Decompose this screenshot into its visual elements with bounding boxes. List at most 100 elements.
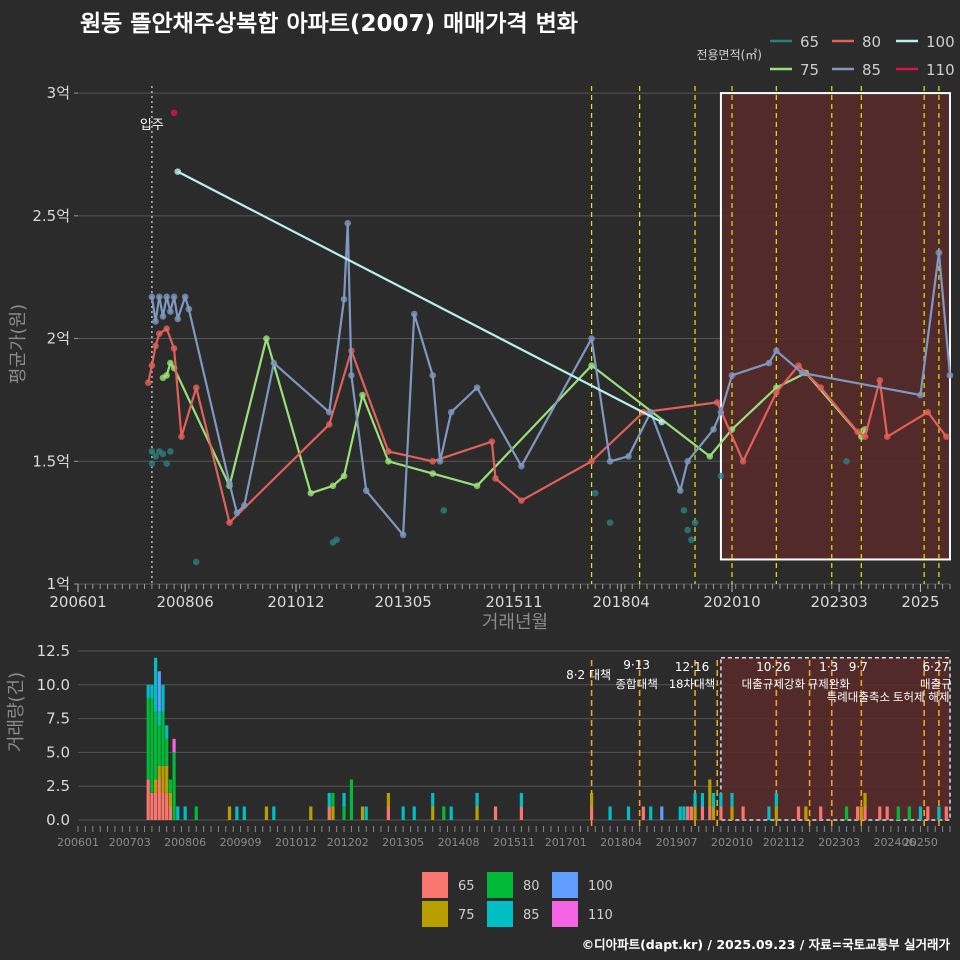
highlight-range bbox=[719, 92, 952, 561]
series-line-100 bbox=[177, 170, 663, 423]
volume-y-tick-label: 12.5 bbox=[37, 642, 70, 660]
legend-label-85: 85 bbox=[862, 61, 881, 79]
volume-y-tick-label: 0.0 bbox=[46, 811, 70, 829]
volume-bar-85 bbox=[327, 792, 331, 807]
volume-bar-75 bbox=[431, 806, 435, 820]
volume-x-tick-label: 200703 bbox=[109, 836, 151, 849]
volume-bar-65 bbox=[819, 806, 823, 820]
volume-bar-75 bbox=[309, 806, 313, 820]
volume-bar-65 bbox=[165, 792, 169, 820]
volume-x-tick-label: 200601 bbox=[57, 836, 99, 849]
data-point-75 bbox=[706, 453, 714, 460]
event-desc-label: 토허제 해제 bbox=[893, 690, 950, 704]
volume-bar-80 bbox=[150, 698, 154, 793]
event-date-label: 10·26 bbox=[756, 660, 790, 674]
event-desc-label: 특례대출축소 bbox=[827, 690, 890, 704]
volume-x-tick-label: 20250 bbox=[903, 836, 938, 849]
volume-bar-75 bbox=[708, 779, 712, 807]
volume-bar-85 bbox=[183, 806, 187, 820]
data-point-85 bbox=[348, 372, 355, 379]
data-point-80 bbox=[817, 384, 824, 391]
volume-bar-75 bbox=[264, 806, 269, 820]
data-point-75 bbox=[329, 482, 337, 490]
data-point-85 bbox=[518, 462, 525, 470]
volume-bar-85 bbox=[272, 806, 276, 820]
legend-label-80: 80 bbox=[862, 33, 881, 51]
volume-bar-80 bbox=[161, 711, 165, 766]
volume-bar-85 bbox=[235, 806, 239, 820]
data-point-65 bbox=[606, 519, 614, 526]
data-point-75 bbox=[429, 470, 437, 477]
volume-bar-65 bbox=[493, 806, 498, 820]
data-point-85 bbox=[917, 391, 924, 399]
data-point-85 bbox=[240, 502, 248, 509]
volume-bar-65 bbox=[863, 806, 867, 820]
legend-title: 전용면적(㎡) bbox=[696, 48, 762, 62]
data-point-80 bbox=[492, 475, 499, 482]
data-point-85 bbox=[436, 457, 444, 465]
volume-bar-65 bbox=[708, 806, 712, 820]
data-point-85 bbox=[935, 249, 943, 256]
volume-x-tick-label: 200806 bbox=[164, 836, 206, 849]
volume-bar-85 bbox=[608, 806, 612, 820]
data-point-85 bbox=[588, 335, 595, 342]
volume-bar-65 bbox=[327, 806, 331, 820]
data-point-65 bbox=[148, 460, 156, 468]
volume-bar-85 bbox=[153, 657, 158, 712]
volume-bar-80 bbox=[896, 806, 900, 820]
y-tick-label: 2.5억 bbox=[32, 207, 70, 225]
data-point-65 bbox=[680, 507, 688, 514]
volume-x-tick-label: 201701 bbox=[545, 836, 587, 849]
y-tick-label: 2억 bbox=[47, 330, 70, 348]
volume-bar-65 bbox=[386, 806, 390, 820]
volume-bar-80 bbox=[331, 792, 335, 807]
volume-x-tick-label: 201202 bbox=[327, 836, 369, 849]
x-tick-label: 201511 bbox=[485, 593, 542, 611]
volume-y-tick-label: 5.0 bbox=[46, 743, 70, 761]
x-tick-label: 201012 bbox=[267, 593, 324, 611]
volume-bar-75 bbox=[774, 806, 778, 820]
event-desc-label: 종합대책 bbox=[615, 677, 657, 691]
volume-bar-100 bbox=[660, 806, 664, 820]
volume-bar-65 bbox=[700, 806, 705, 820]
series-line-75 bbox=[162, 337, 867, 495]
data-point-65 bbox=[440, 507, 448, 514]
volume-bar-75 bbox=[589, 792, 594, 807]
x-tick-label: 202010 bbox=[703, 593, 760, 611]
volume-bar-85 bbox=[700, 792, 705, 807]
volume-legend-swatch-75 bbox=[422, 901, 448, 927]
data-point-65 bbox=[152, 453, 159, 460]
data-point-80 bbox=[924, 408, 932, 416]
data-point-65 bbox=[691, 519, 699, 526]
volume-bar-75 bbox=[863, 792, 867, 807]
event-date-label: 9·7 bbox=[849, 660, 868, 674]
volume-x-tick-label: 201804 bbox=[600, 836, 642, 849]
data-point-85 bbox=[473, 384, 481, 391]
volume-bar-85 bbox=[649, 806, 653, 820]
data-point-85 bbox=[167, 308, 174, 315]
y-tick-label: 1억 bbox=[47, 575, 70, 593]
volume-bar-85 bbox=[711, 792, 716, 807]
volume-x-tick-label: 202303 bbox=[818, 836, 860, 849]
volume-x-tick-label: 201305 bbox=[382, 836, 424, 849]
data-point-80 bbox=[883, 433, 891, 441]
data-point-85 bbox=[152, 318, 159, 325]
volume-bar-75 bbox=[386, 792, 390, 807]
data-point-75 bbox=[167, 359, 174, 367]
volume-bar-65 bbox=[741, 806, 745, 820]
data-point-80 bbox=[152, 342, 159, 350]
volume-bar-75 bbox=[227, 806, 232, 820]
data-point-85 bbox=[174, 315, 182, 323]
event-desc-label: 18차대책 bbox=[669, 677, 715, 691]
volume-bar-65 bbox=[926, 806, 930, 820]
x-tick-label: 202303 bbox=[811, 593, 868, 611]
volume-bar-65 bbox=[150, 792, 154, 820]
data-point-80 bbox=[876, 376, 884, 384]
data-point-110 bbox=[170, 109, 178, 117]
volume-bar-75 bbox=[711, 806, 716, 820]
data-point-80 bbox=[148, 362, 156, 369]
data-point-80 bbox=[226, 519, 233, 526]
volume-bar-85 bbox=[767, 806, 771, 820]
legend-label-65: 65 bbox=[800, 33, 819, 51]
